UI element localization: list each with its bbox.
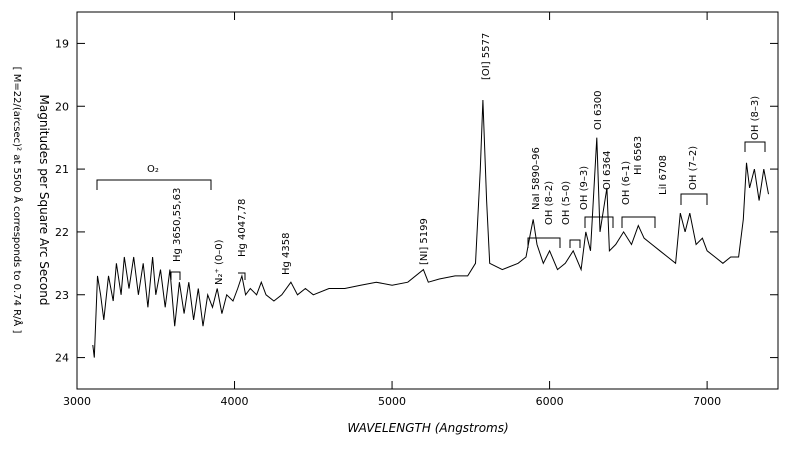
annotation: Hg 4358 — [281, 233, 292, 276]
annotation: LiI 6708 — [658, 155, 669, 195]
x-axis-label: WAVELENGTH (Angstroms) — [347, 421, 508, 435]
x-tick-label: 4000 — [221, 395, 249, 408]
plot-frame — [76, 11, 779, 390]
bracket — [238, 272, 246, 280]
annotation: OI 6364 — [602, 151, 613, 190]
annotation: OH (6–1) — [621, 161, 632, 205]
annotation: [OI] 5577 — [481, 33, 492, 80]
y-tick-label: 19 — [55, 37, 69, 50]
bracket — [527, 237, 561, 248]
y-axis-label: Magnitudes per Square Arc Second — [37, 95, 51, 306]
y-tick-label: 23 — [55, 289, 69, 302]
bracket — [569, 239, 581, 248]
brackets — [96, 141, 766, 280]
y-tick-label: 24 — [55, 352, 69, 365]
bracket — [96, 179, 212, 190]
bracket — [744, 141, 766, 152]
annotation: [NI] 5199 — [419, 218, 430, 265]
annotation: OH (5–0) — [561, 181, 572, 225]
spectrum-line — [92, 99, 769, 358]
annotation: OH (8–2) — [544, 181, 555, 225]
x-tick-label: 6000 — [536, 395, 564, 408]
x-tick-label: 3000 — [63, 395, 91, 408]
annotation: O₂ — [147, 164, 159, 175]
annotation: Hg 4047,78 — [237, 199, 248, 257]
y-tick-label: 20 — [55, 100, 69, 113]
annotation: OH (9–3) — [579, 166, 590, 210]
bracket — [621, 216, 656, 228]
annotation: N₂⁺ (0–0) — [214, 239, 225, 285]
y-tick-label: 22 — [55, 226, 69, 239]
y-axis-note: [ M=22/(arcsec)² at 5500 Å corresponds t… — [11, 67, 24, 334]
x-tick-label: 7000 — [693, 395, 721, 408]
annotation: Hg 3650,55,63 — [172, 188, 183, 262]
bracket — [170, 271, 181, 280]
y-tick-label: 21 — [55, 163, 69, 176]
annotation: NaI 5890–96 — [531, 147, 542, 210]
annotation: OI 6300 — [593, 91, 604, 130]
bracket — [680, 193, 708, 205]
annotation: OH (8–3) — [750, 96, 761, 140]
annotation: HI 6563 — [633, 136, 644, 175]
x-tick-label: 5000 — [378, 395, 406, 408]
annotation: OH (7–2) — [688, 146, 699, 190]
